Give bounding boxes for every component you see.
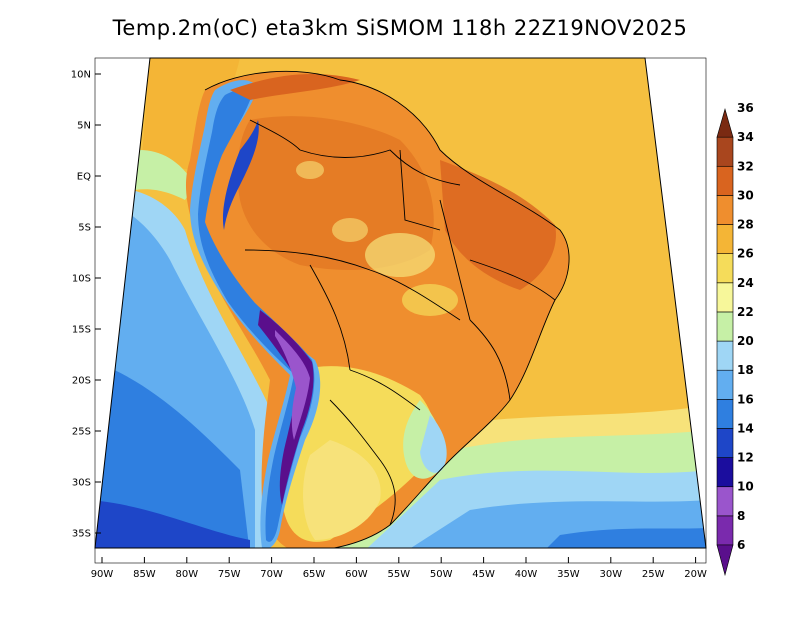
colorbar-label: 8 — [737, 509, 745, 523]
lon-tick-label: 50W — [430, 569, 453, 580]
colorbar-label: 28 — [737, 218, 754, 232]
lon-tick-label: 25W — [642, 569, 665, 580]
colorbar-swatch — [716, 369, 734, 400]
colorbar-swatch — [716, 486, 734, 517]
temperature-map — [95, 58, 706, 548]
lon-tick-label: 45W — [472, 569, 495, 580]
map-title: Temp.2m(oC) eta3km SiSMOM 118h 22Z19NOV2… — [112, 16, 688, 40]
lon-tick-label: 65W — [303, 569, 326, 580]
lon-tick-label: 90W — [91, 569, 114, 580]
lat-tick-label: 5N — [77, 121, 91, 132]
colorbar-swatch — [716, 282, 734, 313]
latitude-ticks: 10N 5N EQ 5S 10S 15S 20S 25S 30S 35S — [71, 70, 101, 540]
colorbar-label: 16 — [737, 392, 754, 406]
colorbar-label: 14 — [737, 421, 754, 435]
lon-tick-label: 70W — [260, 569, 283, 580]
colorbar-label: 6 — [737, 538, 745, 552]
colorbar-min-arrow — [716, 544, 734, 577]
colorbar-swatch — [716, 136, 734, 167]
colorbar-max-arrow — [716, 108, 734, 138]
lat-tick-label: 10N — [71, 70, 91, 81]
colorbar-label: 20 — [737, 334, 754, 348]
colorbar-label: 36 — [737, 101, 754, 115]
colorbar-label: 32 — [737, 159, 754, 173]
colorbar-swatch — [716, 311, 734, 342]
colorbar-swatch — [716, 515, 734, 546]
colorbar-label: 34 — [737, 130, 754, 144]
colorbar-label: 24 — [737, 276, 754, 290]
colorbar-swatch — [716, 253, 734, 284]
axes-box — [94, 57, 707, 564]
colorbar-swatch — [716, 165, 734, 196]
colorbar: 6 8 10 12 14 16 18 20 22 24 26 28 30 32 34 36 — [716, 101, 754, 577]
colorbar-swatch — [716, 457, 734, 488]
colorbar-label: 10 — [737, 480, 754, 494]
lat-tick-label: 5S — [78, 223, 91, 234]
lon-tick-label: 30W — [599, 569, 622, 580]
lon-tick-label: 60W — [345, 569, 368, 580]
lat-tick-label: 20S — [72, 376, 91, 387]
colorbar-swatch — [716, 399, 734, 429]
colorbar-label: 12 — [737, 451, 754, 465]
colorbar-swatch — [716, 195, 734, 225]
colorbar-swatch — [716, 224, 734, 254]
lon-tick-label: 75W — [218, 569, 241, 580]
lon-tick-label: 35W — [557, 569, 580, 580]
lat-tick-label: 10S — [72, 274, 91, 285]
colorbar-swatch — [716, 428, 734, 458]
lon-tick-label: 80W — [175, 569, 198, 580]
lat-tick-label: EQ — [77, 172, 91, 183]
colorbar-label: 26 — [737, 247, 754, 261]
lat-tick-label: 15S — [72, 325, 91, 336]
colorbar-label: 30 — [737, 188, 754, 202]
longitude-ticks: 90W 85W 80W 75W 70W 65W 60W 55W 50W 45W 40W 35W 30W 2… — [91, 557, 707, 580]
lon-tick-label: 20W — [684, 569, 707, 580]
colorbar-label: 18 — [737, 363, 754, 377]
lat-tick-label: 35S — [72, 529, 91, 540]
lon-tick-label: 85W — [133, 569, 156, 580]
colorbar-swatch — [716, 340, 734, 371]
lat-tick-label: 30S — [72, 478, 91, 489]
lon-tick-label: 40W — [515, 569, 538, 580]
lon-tick-label: 55W — [387, 569, 410, 580]
lat-tick-label: 25S — [72, 427, 91, 438]
colorbar-label: 22 — [737, 305, 754, 319]
